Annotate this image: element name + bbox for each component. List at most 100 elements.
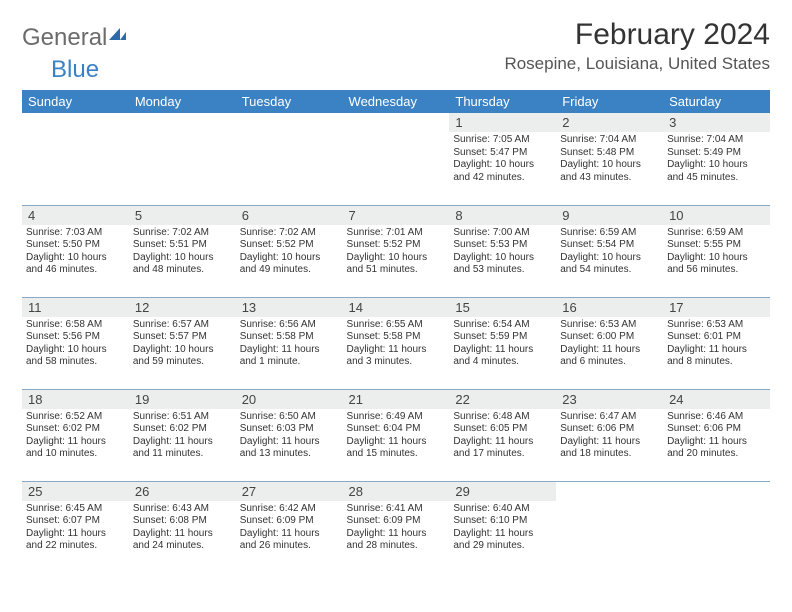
detail-sr: Sunrise: 7:02 AM [133,227,232,240]
week-row: 1Sunrise: 7:05 AMSunset: 5:47 PMDaylight… [22,113,770,205]
day-number: 3 [663,113,770,132]
dow-friday: Friday [556,90,663,113]
detail-d1: Daylight: 11 hours [26,528,125,541]
day-cell: 19Sunrise: 6:51 AMSunset: 6:02 PMDayligh… [129,389,236,481]
day-number: 19 [129,390,236,409]
detail-d2: and 10 minutes. [26,448,125,461]
detail-d1: Daylight: 11 hours [347,528,446,541]
day-cell: 27Sunrise: 6:42 AMSunset: 6:09 PMDayligh… [236,481,343,573]
dow-saturday: Saturday [663,90,770,113]
detail-sr: Sunrise: 6:42 AM [240,503,339,516]
day-cell: 17Sunrise: 6:53 AMSunset: 6:01 PMDayligh… [663,297,770,389]
detail-d2: and 17 minutes. [453,448,552,461]
day-details: Sunrise: 7:05 AMSunset: 5:47 PMDaylight:… [449,132,556,188]
detail-d2: and 26 minutes. [240,540,339,553]
month-title: February 2024 [504,18,770,52]
detail-sr: Sunrise: 6:54 AM [453,319,552,332]
day-number: 27 [236,482,343,501]
detail-sr: Sunrise: 7:01 AM [347,227,446,240]
day-number: 6 [236,206,343,225]
logo-text-general: General [22,24,107,52]
day-number: 22 [449,390,556,409]
detail-ss: Sunset: 6:04 PM [347,423,446,436]
day-details: Sunrise: 6:40 AMSunset: 6:10 PMDaylight:… [449,501,556,557]
detail-ss: Sunset: 5:56 PM [26,331,125,344]
week-row: 18Sunrise: 6:52 AMSunset: 6:02 PMDayligh… [22,389,770,481]
detail-d1: Daylight: 11 hours [453,528,552,541]
detail-sr: Sunrise: 6:59 AM [560,227,659,240]
detail-sr: Sunrise: 6:51 AM [133,411,232,424]
day-cell: 12Sunrise: 6:57 AMSunset: 5:57 PMDayligh… [129,297,236,389]
day-number: 21 [343,390,450,409]
detail-ss: Sunset: 5:50 PM [26,239,125,252]
detail-d2: and 13 minutes. [240,448,339,461]
detail-d2: and 28 minutes. [347,540,446,553]
day-cell: 4Sunrise: 7:03 AMSunset: 5:50 PMDaylight… [22,205,129,297]
detail-ss: Sunset: 5:52 PM [240,239,339,252]
day-details: Sunrise: 7:02 AMSunset: 5:52 PMDaylight:… [236,225,343,281]
detail-d1: Daylight: 11 hours [667,436,766,449]
detail-d2: and 53 minutes. [453,264,552,277]
day-cell: 8Sunrise: 7:00 AMSunset: 5:53 PMDaylight… [449,205,556,297]
detail-ss: Sunset: 6:02 PM [133,423,232,436]
detail-sr: Sunrise: 6:56 AM [240,319,339,332]
day-cell [236,113,343,205]
detail-sr: Sunrise: 6:59 AM [667,227,766,240]
day-number: 29 [449,482,556,501]
day-number: 5 [129,206,236,225]
detail-sr: Sunrise: 7:04 AM [560,134,659,147]
detail-d2: and 45 minutes. [667,172,766,185]
detail-sr: Sunrise: 6:50 AM [240,411,339,424]
detail-d2: and 46 minutes. [26,264,125,277]
day-cell [556,481,663,573]
day-cell: 21Sunrise: 6:49 AMSunset: 6:04 PMDayligh… [343,389,450,481]
day-details: Sunrise: 6:50 AMSunset: 6:03 PMDaylight:… [236,409,343,465]
detail-sr: Sunrise: 7:04 AM [667,134,766,147]
detail-ss: Sunset: 5:53 PM [453,239,552,252]
detail-d1: Daylight: 11 hours [347,344,446,357]
week-row: 11Sunrise: 6:58 AMSunset: 5:56 PMDayligh… [22,297,770,389]
detail-sr: Sunrise: 6:53 AM [560,319,659,332]
day-cell: 25Sunrise: 6:45 AMSunset: 6:07 PMDayligh… [22,481,129,573]
day-details: Sunrise: 7:00 AMSunset: 5:53 PMDaylight:… [449,225,556,281]
day-cell: 26Sunrise: 6:43 AMSunset: 6:08 PMDayligh… [129,481,236,573]
detail-d1: Daylight: 11 hours [133,528,232,541]
dow-row: Sunday Monday Tuesday Wednesday Thursday… [22,90,770,113]
day-details: Sunrise: 6:54 AMSunset: 5:59 PMDaylight:… [449,317,556,373]
detail-d1: Daylight: 11 hours [26,436,125,449]
detail-sr: Sunrise: 6:45 AM [26,503,125,516]
detail-d2: and 11 minutes. [133,448,232,461]
detail-d1: Daylight: 10 hours [560,159,659,172]
day-cell: 20Sunrise: 6:50 AMSunset: 6:03 PMDayligh… [236,389,343,481]
day-details: Sunrise: 7:03 AMSunset: 5:50 PMDaylight:… [22,225,129,281]
day-cell: 14Sunrise: 6:55 AMSunset: 5:58 PMDayligh… [343,297,450,389]
detail-ss: Sunset: 6:05 PM [453,423,552,436]
detail-sr: Sunrise: 6:43 AM [133,503,232,516]
detail-ss: Sunset: 6:02 PM [26,423,125,436]
day-details: Sunrise: 6:56 AMSunset: 5:58 PMDaylight:… [236,317,343,373]
day-number: 23 [556,390,663,409]
detail-d1: Daylight: 11 hours [453,436,552,449]
detail-ss: Sunset: 6:03 PM [240,423,339,436]
detail-ss: Sunset: 6:00 PM [560,331,659,344]
day-number: 12 [129,298,236,317]
day-details: Sunrise: 6:49 AMSunset: 6:04 PMDaylight:… [343,409,450,465]
detail-ss: Sunset: 5:57 PM [133,331,232,344]
detail-d1: Daylight: 10 hours [347,252,446,265]
logo-flag-icon [109,22,131,50]
day-details: Sunrise: 6:45 AMSunset: 6:07 PMDaylight:… [22,501,129,557]
day-details: Sunrise: 6:43 AMSunset: 6:08 PMDaylight:… [129,501,236,557]
detail-ss: Sunset: 5:51 PM [133,239,232,252]
detail-d1: Daylight: 11 hours [560,436,659,449]
day-cell: 28Sunrise: 6:41 AMSunset: 6:09 PMDayligh… [343,481,450,573]
detail-ss: Sunset: 5:58 PM [347,331,446,344]
detail-d2: and 58 minutes. [26,356,125,369]
detail-d1: Daylight: 10 hours [26,344,125,357]
day-cell: 24Sunrise: 6:46 AMSunset: 6:06 PMDayligh… [663,389,770,481]
detail-ss: Sunset: 5:54 PM [560,239,659,252]
detail-sr: Sunrise: 6:49 AM [347,411,446,424]
day-cell: 5Sunrise: 7:02 AMSunset: 5:51 PMDaylight… [129,205,236,297]
day-details: Sunrise: 6:59 AMSunset: 5:55 PMDaylight:… [663,225,770,281]
day-cell: 1Sunrise: 7:05 AMSunset: 5:47 PMDaylight… [449,113,556,205]
detail-sr: Sunrise: 6:52 AM [26,411,125,424]
